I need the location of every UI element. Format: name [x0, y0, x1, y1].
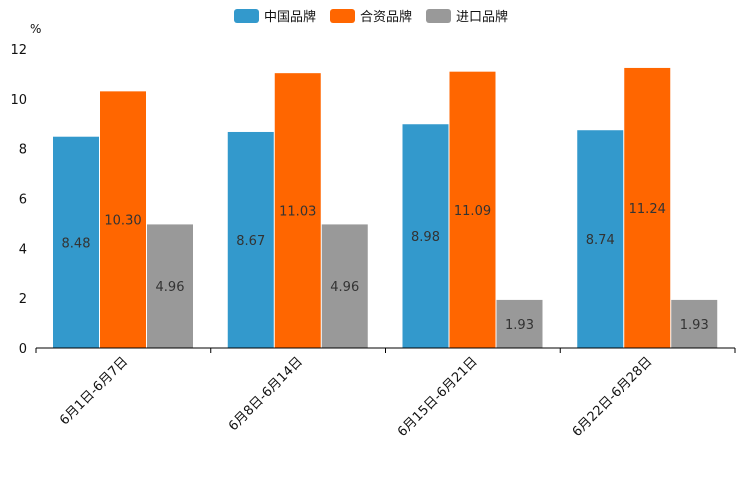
- bar: [449, 71, 496, 348]
- bar-value-label: 11.09: [454, 204, 491, 219]
- legend-item[interactable]: 合资品牌: [330, 9, 412, 25]
- bar: [402, 124, 449, 348]
- bar: [53, 136, 99, 348]
- legend-item[interactable]: 中国品牌: [234, 9, 316, 25]
- bar-value-label: 10.30: [104, 214, 141, 229]
- x-category-label: 6月1日-6月7日: [57, 354, 131, 428]
- bar-value-label: 11.24: [629, 202, 666, 217]
- y-tick-label: 0: [19, 342, 27, 357]
- x-category-label: 6月22日-6月28日: [570, 354, 656, 440]
- bar-value-label: 11.03: [279, 205, 316, 220]
- x-category-label: 6月8日-6月14日: [226, 354, 306, 434]
- bar: [496, 299, 543, 348]
- bar: [227, 131, 274, 348]
- bar-value-label: 8.98: [411, 230, 440, 245]
- x-category-label: 6月15日-6月21日: [395, 354, 481, 440]
- bar: [671, 299, 718, 348]
- bar-value-label: 8.74: [586, 233, 615, 248]
- bar: [100, 91, 146, 348]
- bar: [577, 130, 624, 348]
- bar: [274, 73, 321, 349]
- legend-label: 中国品牌: [264, 9, 316, 25]
- y-tick-label: 6: [19, 193, 27, 208]
- bars: 8.48 10.30 4.96 8.67 11.03 4.96 8.98 11.09 1.93 8…: [53, 67, 718, 349]
- bar-value-label: 4.96: [156, 280, 185, 295]
- bar-value-label: 8.48: [62, 236, 91, 251]
- legend: 中国品牌 合资品牌 进口品牌: [234, 9, 508, 25]
- y-tick-label: 4: [19, 242, 27, 257]
- x-axis: 6月1日-6月7日 6月8日-6月14日 6月15日-6月21日 6月22日-6月28…: [35, 347, 736, 440]
- legend-swatch: [234, 9, 259, 23]
- legend-label: 合资品牌: [360, 9, 412, 25]
- bar-value-label: 1.93: [505, 318, 534, 333]
- legend-swatch: [426, 9, 451, 23]
- bar-value-label: 8.67: [236, 234, 265, 249]
- bar: [147, 224, 193, 348]
- bar: [321, 224, 368, 348]
- bar-value-label: 4.96: [330, 280, 359, 295]
- y-tick-label: 12: [10, 43, 27, 58]
- bar-value-label: 1.93: [680, 318, 709, 333]
- y-axis: 0 2 4 6 8 10 12: [10, 43, 27, 357]
- y-tick-label: 10: [10, 93, 27, 108]
- y-axis-unit-label: %: [30, 22, 41, 36]
- legend-item[interactable]: 进口品牌: [426, 9, 508, 25]
- y-tick-label: 8: [19, 143, 27, 158]
- y-tick-label: 2: [19, 292, 27, 307]
- legend-swatch: [330, 9, 355, 23]
- legend-label: 进口品牌: [456, 9, 508, 25]
- bar: [624, 67, 671, 348]
